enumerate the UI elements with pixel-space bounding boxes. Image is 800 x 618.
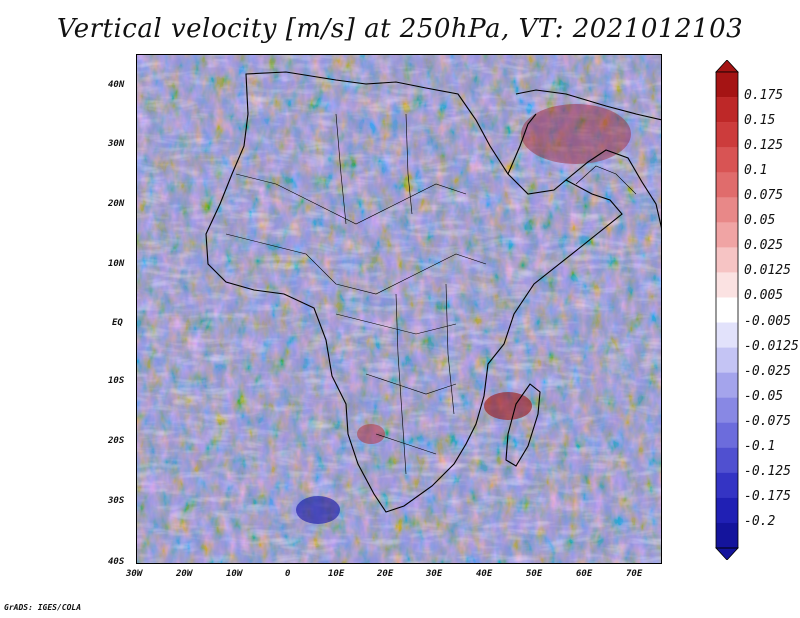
colorbar-label: -0.1 xyxy=(744,438,776,454)
colorbar-bottom-arrow xyxy=(715,547,739,560)
map-frame xyxy=(136,54,662,564)
grads-credit: GrADS: IGES/COLA xyxy=(4,603,82,612)
colorbar-label: 0.175 xyxy=(744,88,784,104)
africa-coastline xyxy=(205,71,623,513)
velocity-streaks xyxy=(136,54,662,564)
lon-label: 40E xyxy=(476,569,493,579)
lat-label: 40N xyxy=(108,80,125,90)
map-title: Vertical velocity [m/s] at 250hPa, VT: 2… xyxy=(56,14,744,44)
colorbar-swatch xyxy=(716,347,738,373)
middle-east-maximum xyxy=(521,104,631,164)
asia-coastline xyxy=(515,89,662,121)
lon-label: 30W xyxy=(126,569,143,579)
colorbar-label: 0.1 xyxy=(744,163,768,179)
lon-label: 20W xyxy=(176,569,193,579)
lon-label: 70E xyxy=(626,569,643,579)
colorbar-swatch xyxy=(716,522,738,549)
colorbar-swatch xyxy=(716,397,738,424)
lon-label: 10W xyxy=(226,569,243,579)
coastlines xyxy=(205,71,662,513)
map-panel xyxy=(136,54,662,564)
lat-label: 10N xyxy=(108,259,125,269)
mozambique-channel-maximum xyxy=(484,392,532,420)
colorbar-swatch xyxy=(716,197,738,223)
colorbar-swatch xyxy=(716,322,738,348)
colorbar-label: -0.2 xyxy=(744,513,776,529)
colorbar-label: -0.005 xyxy=(744,313,791,329)
colorbar-frame xyxy=(715,71,739,549)
red-sea-coast xyxy=(507,113,537,175)
colorbar-swatch xyxy=(716,447,738,474)
colorbar-label: -0.175 xyxy=(744,488,791,504)
colorbar-swatch xyxy=(716,172,738,198)
colorbar-label: 0.025 xyxy=(744,238,784,254)
lon-label: 30E xyxy=(426,569,443,579)
colorbar-label: 0.005 xyxy=(744,288,784,304)
colorbar-swatch xyxy=(716,222,738,248)
colorbar-label: 0.075 xyxy=(744,188,784,204)
colorbar-swatch xyxy=(716,297,738,323)
lon-label: 50E xyxy=(526,569,543,579)
lat-label: 30N xyxy=(108,139,125,149)
colorbar-label: -0.075 xyxy=(744,413,791,429)
lat-label: EQ xyxy=(112,318,123,328)
south-atlantic-minimum xyxy=(296,496,340,524)
colorbar-swatch xyxy=(716,97,738,123)
colorbar-top-arrow xyxy=(715,60,739,73)
southern-africa-maximum xyxy=(357,424,385,444)
lat-label: 20N xyxy=(108,199,125,209)
lon-label: 20E xyxy=(377,569,394,579)
colorbar-label: 0.15 xyxy=(744,113,776,129)
lon-label: 0 xyxy=(285,569,291,579)
colorbar-label: 0.0125 xyxy=(744,263,791,279)
colorbar-swatch xyxy=(716,472,738,499)
madagascar-coastline xyxy=(505,383,541,467)
colorbar-label: 0.05 xyxy=(744,213,776,229)
vertical-velocity-map xyxy=(136,54,662,564)
colorbar-swatch xyxy=(716,122,738,148)
colorbar-label: 0.125 xyxy=(744,138,784,154)
colorbar-label: -0.025 xyxy=(744,363,791,379)
lat-label: 40S xyxy=(108,557,125,567)
colorbar-swatch xyxy=(716,272,738,298)
colorbar-swatch xyxy=(716,422,738,449)
lon-label: 60E xyxy=(576,569,593,579)
colorbar-label: -0.125 xyxy=(744,463,791,479)
lat-label: 30S xyxy=(108,496,125,506)
colorbar-swatch xyxy=(716,497,738,524)
colorbar xyxy=(715,60,739,560)
colorbar-label: -0.05 xyxy=(744,388,784,404)
colorbar-swatch xyxy=(716,372,738,398)
country-borders xyxy=(225,113,637,475)
lon-label: 10E xyxy=(328,569,345,579)
colorbar-swatch xyxy=(716,247,738,273)
colorbar-label: -0.0125 xyxy=(744,338,799,354)
lat-label: 20S xyxy=(108,436,125,446)
arabian-sea-coast xyxy=(565,149,662,231)
colorbar-swatch xyxy=(716,72,738,98)
lat-label: 10S xyxy=(108,376,125,386)
colorbar-swatch xyxy=(716,147,738,173)
